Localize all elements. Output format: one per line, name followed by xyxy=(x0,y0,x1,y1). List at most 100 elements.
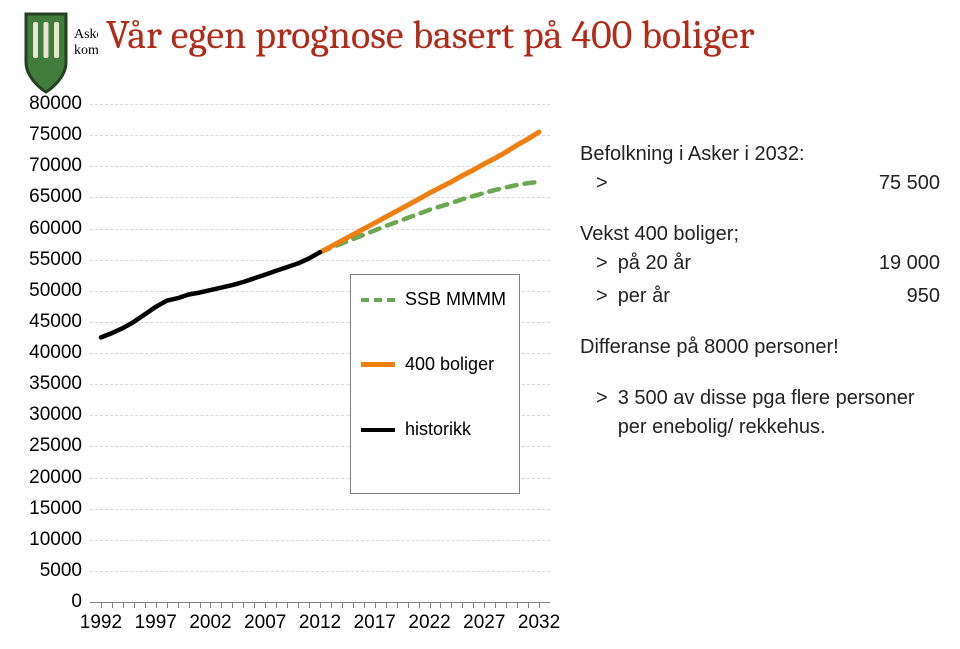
x-tick-label: 2027 xyxy=(463,612,505,634)
x-minor-tick xyxy=(528,602,529,608)
bullet-icon: > xyxy=(596,169,608,198)
x-tick-label: 2017 xyxy=(354,612,396,634)
y-tick-label: 70000 xyxy=(10,155,82,177)
legend-label: 400 boliger xyxy=(405,354,494,375)
x-tick-label: 2002 xyxy=(189,612,231,634)
x-minor-tick xyxy=(254,602,255,608)
y-tick-label: 80000 xyxy=(10,93,82,115)
x-minor-tick xyxy=(495,602,496,608)
y-tick-label: 50000 xyxy=(10,280,82,302)
x-minor-tick xyxy=(276,602,277,608)
y-tick-label: 20000 xyxy=(10,467,82,489)
x-minor-tick xyxy=(145,602,146,608)
gridline xyxy=(90,229,550,230)
gridline xyxy=(90,166,550,167)
x-minor-tick xyxy=(112,602,113,608)
x-minor-tick xyxy=(397,602,398,608)
gridline xyxy=(90,540,550,541)
y-tick-label: 65000 xyxy=(10,186,82,208)
y-tick-label: 0 xyxy=(10,591,82,613)
x-minor-tick xyxy=(539,602,540,608)
side-heading-4: 3 500 av disse pga flere personer per en… xyxy=(618,384,940,442)
legend-item-b400: 400 boliger xyxy=(361,354,509,375)
x-minor-tick xyxy=(309,602,310,608)
y-tick-label: 30000 xyxy=(10,404,82,426)
x-minor-tick xyxy=(123,602,124,608)
x-minor-tick xyxy=(473,602,474,608)
series-ssb xyxy=(320,182,539,252)
y-tick-label: 35000 xyxy=(10,373,82,395)
gridline xyxy=(90,571,550,572)
legend-label: SSB MMMM xyxy=(405,289,506,310)
y-axis: 0500010000150002000025000300003500040000… xyxy=(10,104,88,624)
y-tick-label: 5000 xyxy=(10,560,82,582)
legend-swatch xyxy=(361,362,395,367)
x-minor-tick xyxy=(298,602,299,608)
x-minor-tick xyxy=(243,602,244,608)
gridline xyxy=(90,135,550,136)
y-tick-label: 55000 xyxy=(10,249,82,271)
bullet-icon: > xyxy=(596,282,608,311)
y-tick-label: 60000 xyxy=(10,218,82,240)
bullet-icon: > xyxy=(596,384,608,413)
x-minor-tick xyxy=(419,602,420,608)
x-tick-label: 2022 xyxy=(408,612,450,634)
legend-item-hist: historikk xyxy=(361,419,509,440)
plot-area: SSB MMMM 400 boliger historikk xyxy=(90,104,550,602)
x-minor-tick xyxy=(451,602,452,608)
x-minor-tick xyxy=(167,602,168,608)
y-tick-label: 10000 xyxy=(10,529,82,551)
y-tick-label: 15000 xyxy=(10,498,82,520)
x-minor-tick xyxy=(342,602,343,608)
x-minor-tick xyxy=(265,602,266,608)
side-text: Befolkning i Asker i 2032: > 75 500 Veks… xyxy=(580,140,940,649)
x-minor-tick xyxy=(364,602,365,608)
x-minor-tick xyxy=(462,602,463,608)
header: Asker kommune Vår egen prognose basert p… xyxy=(0,0,960,100)
x-tick-label: 1997 xyxy=(135,612,177,634)
y-tick-label: 25000 xyxy=(10,435,82,457)
gridline xyxy=(90,509,550,510)
row-2a-label: på 20 år xyxy=(618,249,879,278)
x-minor-tick xyxy=(506,602,507,608)
side-heading-3: Differanse på 8000 personer! xyxy=(580,333,940,362)
page-title: Vår egen prognose basert på 400 boliger xyxy=(106,12,754,58)
x-minor-tick xyxy=(331,602,332,608)
org-line-2: kommune xyxy=(74,43,98,58)
row-2a-value: 19 000 xyxy=(879,249,940,278)
x-tick-label: 2012 xyxy=(299,612,341,634)
x-tick-label: 2032 xyxy=(518,612,560,634)
asker-logo: Asker kommune xyxy=(18,10,98,100)
row-2b-value: 950 xyxy=(907,282,940,311)
org-line-1: Asker xyxy=(74,27,98,42)
legend-label: historikk xyxy=(405,419,471,440)
x-minor-tick xyxy=(221,602,222,608)
x-minor-tick xyxy=(134,602,135,608)
x-minor-tick xyxy=(440,602,441,608)
y-tick-label: 75000 xyxy=(10,124,82,146)
legend-item-ssb: SSB MMMM xyxy=(361,289,509,310)
x-tick-label: 1992 xyxy=(80,612,122,634)
x-minor-tick xyxy=(430,602,431,608)
gridline xyxy=(90,197,550,198)
x-tick-label: 2007 xyxy=(244,612,286,634)
legend-swatch xyxy=(361,298,395,302)
x-minor-tick xyxy=(178,602,179,608)
bullet-icon: > xyxy=(596,249,608,278)
x-minor-tick xyxy=(210,602,211,608)
x-minor-tick xyxy=(484,602,485,608)
x-minor-tick xyxy=(101,602,102,608)
x-minor-tick xyxy=(200,602,201,608)
side-value-1: 75 500 xyxy=(879,169,940,198)
x-minor-tick xyxy=(408,602,409,608)
gridline xyxy=(90,104,550,105)
x-axis: 199219972002200720122017202220272032 xyxy=(90,602,550,644)
series-b400 xyxy=(320,132,539,252)
y-tick-label: 45000 xyxy=(10,311,82,333)
x-minor-tick xyxy=(156,602,157,608)
side-heading-2: Vekst 400 boliger; xyxy=(580,220,940,249)
x-minor-tick xyxy=(189,602,190,608)
series-hist xyxy=(101,252,320,337)
x-minor-tick xyxy=(287,602,288,608)
row-2b-label: per år xyxy=(618,282,907,311)
